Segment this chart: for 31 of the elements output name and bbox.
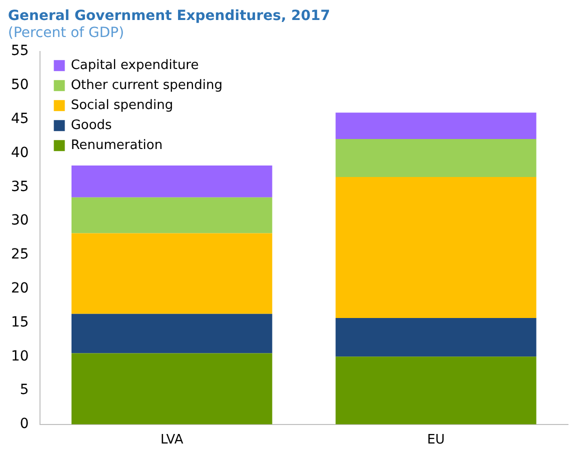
- y-tick-label: 10: [10, 348, 29, 364]
- legend-label: Capital expenditure: [70, 58, 199, 73]
- y-tick-label: 15: [10, 314, 29, 330]
- bar: [336, 112, 536, 140]
- bar: [72, 197, 272, 234]
- y-tick-label: 55: [10, 43, 29, 60]
- bar: [72, 314, 272, 354]
- x-tick-label: LVA: [160, 432, 184, 448]
- legend-label: Goods: [70, 118, 112, 133]
- bar: [336, 176, 536, 318]
- x-tick-label: EU: [427, 432, 445, 448]
- y-tick-label: 35: [10, 178, 29, 195]
- bar: [336, 356, 536, 424]
- y-tick-label: 25: [10, 246, 29, 263]
- legend-label: Other current spending: [70, 78, 223, 93]
- y-tick-label: 5: [20, 382, 29, 398]
- y-tick-label: 30: [10, 212, 29, 229]
- bar: [336, 139, 536, 177]
- bar: [72, 233, 272, 314]
- bar: [72, 353, 272, 424]
- bar: [72, 165, 272, 198]
- chart-subtitle: (Percent of GDP): [8, 24, 124, 41]
- y-tick-label: 40: [10, 144, 29, 161]
- y-tick-label: 50: [10, 77, 29, 94]
- chart-title: General Government Expenditures, 2017: [8, 8, 330, 24]
- legend-label: Social spending: [70, 98, 174, 113]
- bar: [336, 318, 536, 357]
- y-tick-label: 0: [20, 416, 29, 432]
- legend-label: Renumeration: [70, 138, 163, 153]
- y-tick-label: 45: [10, 111, 29, 128]
- y-tick-label: 20: [10, 280, 29, 296]
